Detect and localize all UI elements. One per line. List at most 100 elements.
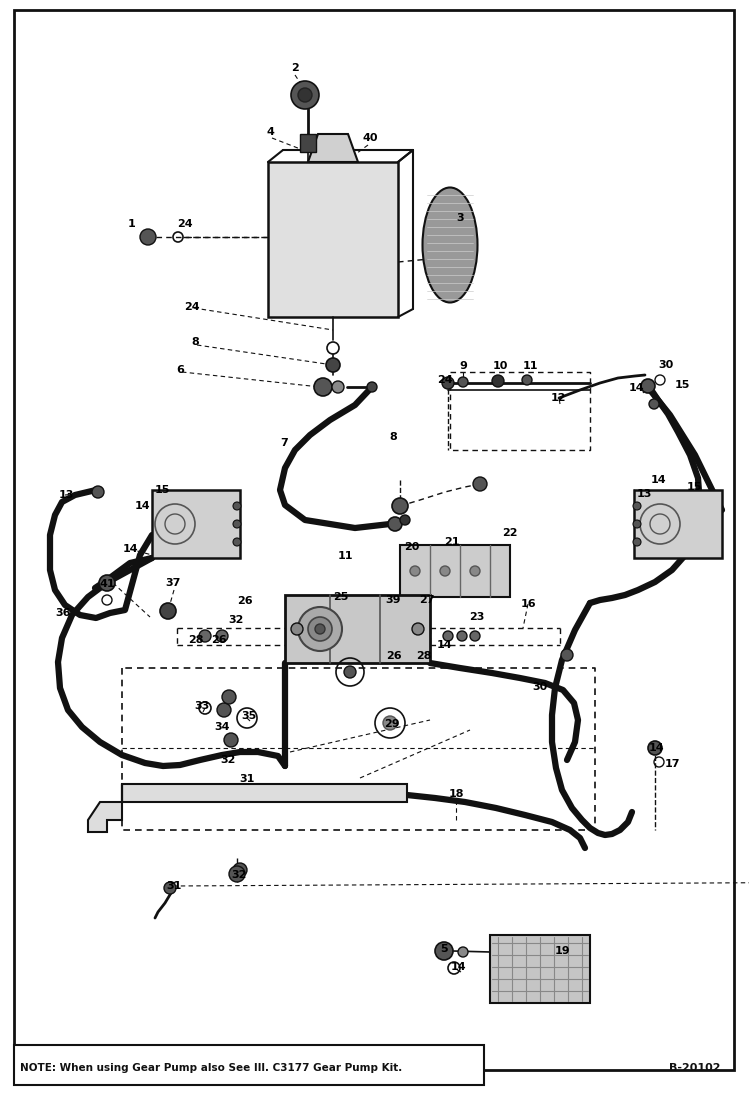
- Circle shape: [458, 377, 468, 387]
- Text: 20: 20: [404, 542, 419, 552]
- Circle shape: [473, 477, 487, 491]
- Text: 14: 14: [629, 383, 645, 393]
- Text: 7: 7: [280, 438, 288, 448]
- Circle shape: [367, 382, 377, 392]
- Text: 14: 14: [649, 743, 665, 753]
- Text: 13: 13: [58, 490, 73, 500]
- Text: 23: 23: [470, 612, 485, 622]
- Circle shape: [314, 378, 332, 396]
- Text: 31: 31: [166, 881, 182, 891]
- Circle shape: [92, 486, 104, 498]
- Text: 36: 36: [55, 608, 70, 618]
- Text: 14: 14: [134, 501, 150, 511]
- Circle shape: [216, 630, 228, 642]
- Circle shape: [649, 399, 659, 409]
- Circle shape: [648, 740, 662, 755]
- Circle shape: [308, 617, 332, 641]
- Bar: [634, 490, 722, 558]
- Circle shape: [383, 716, 397, 730]
- Circle shape: [233, 502, 241, 510]
- Text: 16: 16: [521, 599, 536, 609]
- Bar: [400, 545, 510, 597]
- Circle shape: [457, 631, 467, 641]
- Text: 40: 40: [363, 133, 377, 143]
- Text: NOTE: When using Gear Pump also See Ill. C3177 Gear Pump Kit.: NOTE: When using Gear Pump also See Ill.…: [20, 1063, 402, 1073]
- Text: 39: 39: [385, 595, 401, 606]
- Text: 24: 24: [437, 375, 453, 385]
- Text: 14: 14: [451, 962, 467, 972]
- Circle shape: [164, 882, 176, 894]
- Circle shape: [435, 942, 453, 960]
- Text: 14: 14: [122, 544, 138, 554]
- Circle shape: [633, 502, 641, 510]
- Text: 21: 21: [444, 538, 460, 547]
- Text: 35: 35: [241, 711, 257, 721]
- Text: 27: 27: [419, 595, 434, 606]
- Text: 32: 32: [231, 870, 246, 880]
- Text: 10: 10: [492, 361, 508, 371]
- Circle shape: [291, 623, 303, 635]
- Text: 32: 32: [228, 615, 243, 625]
- Circle shape: [140, 229, 156, 245]
- Circle shape: [388, 517, 402, 531]
- Circle shape: [400, 514, 410, 525]
- Polygon shape: [88, 784, 122, 832]
- Text: 15: 15: [686, 482, 702, 491]
- Circle shape: [522, 375, 532, 385]
- Polygon shape: [308, 134, 358, 162]
- Text: 24: 24: [184, 302, 200, 312]
- Circle shape: [633, 520, 641, 528]
- Text: 17: 17: [664, 759, 680, 769]
- Circle shape: [332, 381, 344, 393]
- Text: 29: 29: [384, 719, 400, 730]
- Text: 13: 13: [637, 489, 652, 499]
- Circle shape: [224, 733, 238, 747]
- Text: 19: 19: [555, 946, 571, 955]
- Text: 26: 26: [237, 596, 253, 606]
- Text: 37: 37: [166, 578, 181, 588]
- Circle shape: [326, 358, 340, 372]
- Bar: [490, 935, 590, 1003]
- Ellipse shape: [422, 188, 478, 303]
- Text: 33: 33: [195, 701, 210, 711]
- Circle shape: [470, 631, 480, 641]
- Circle shape: [298, 88, 312, 102]
- Circle shape: [233, 520, 241, 528]
- Circle shape: [222, 690, 236, 704]
- Text: B-20102: B-20102: [669, 1063, 720, 1073]
- Circle shape: [99, 575, 115, 591]
- Bar: [268, 162, 398, 317]
- Text: 18: 18: [448, 789, 464, 799]
- Circle shape: [492, 375, 504, 387]
- Text: 15: 15: [154, 485, 170, 495]
- Text: 3: 3: [456, 213, 464, 223]
- Circle shape: [442, 377, 454, 389]
- Circle shape: [440, 566, 450, 576]
- Circle shape: [233, 863, 247, 877]
- Text: 24: 24: [178, 219, 192, 229]
- Bar: [122, 784, 407, 802]
- Text: 4: 4: [266, 127, 274, 137]
- Bar: [152, 490, 240, 558]
- Text: 22: 22: [503, 528, 518, 538]
- Text: 5: 5: [440, 945, 448, 954]
- Bar: [285, 595, 430, 663]
- Text: 9: 9: [459, 361, 467, 371]
- Text: 41: 41: [99, 579, 115, 589]
- Text: 28: 28: [416, 651, 431, 661]
- Circle shape: [199, 630, 211, 642]
- Circle shape: [344, 666, 356, 678]
- Bar: [300, 134, 316, 152]
- Text: 25: 25: [333, 592, 349, 602]
- Circle shape: [315, 624, 325, 634]
- Circle shape: [410, 566, 420, 576]
- Circle shape: [217, 703, 231, 717]
- Text: 28: 28: [188, 635, 204, 645]
- Text: 14: 14: [436, 640, 452, 651]
- Text: 11: 11: [522, 361, 538, 371]
- Text: 14: 14: [650, 475, 666, 485]
- Text: 15: 15: [674, 380, 690, 391]
- Circle shape: [233, 538, 241, 546]
- Circle shape: [392, 498, 408, 514]
- Circle shape: [298, 607, 342, 651]
